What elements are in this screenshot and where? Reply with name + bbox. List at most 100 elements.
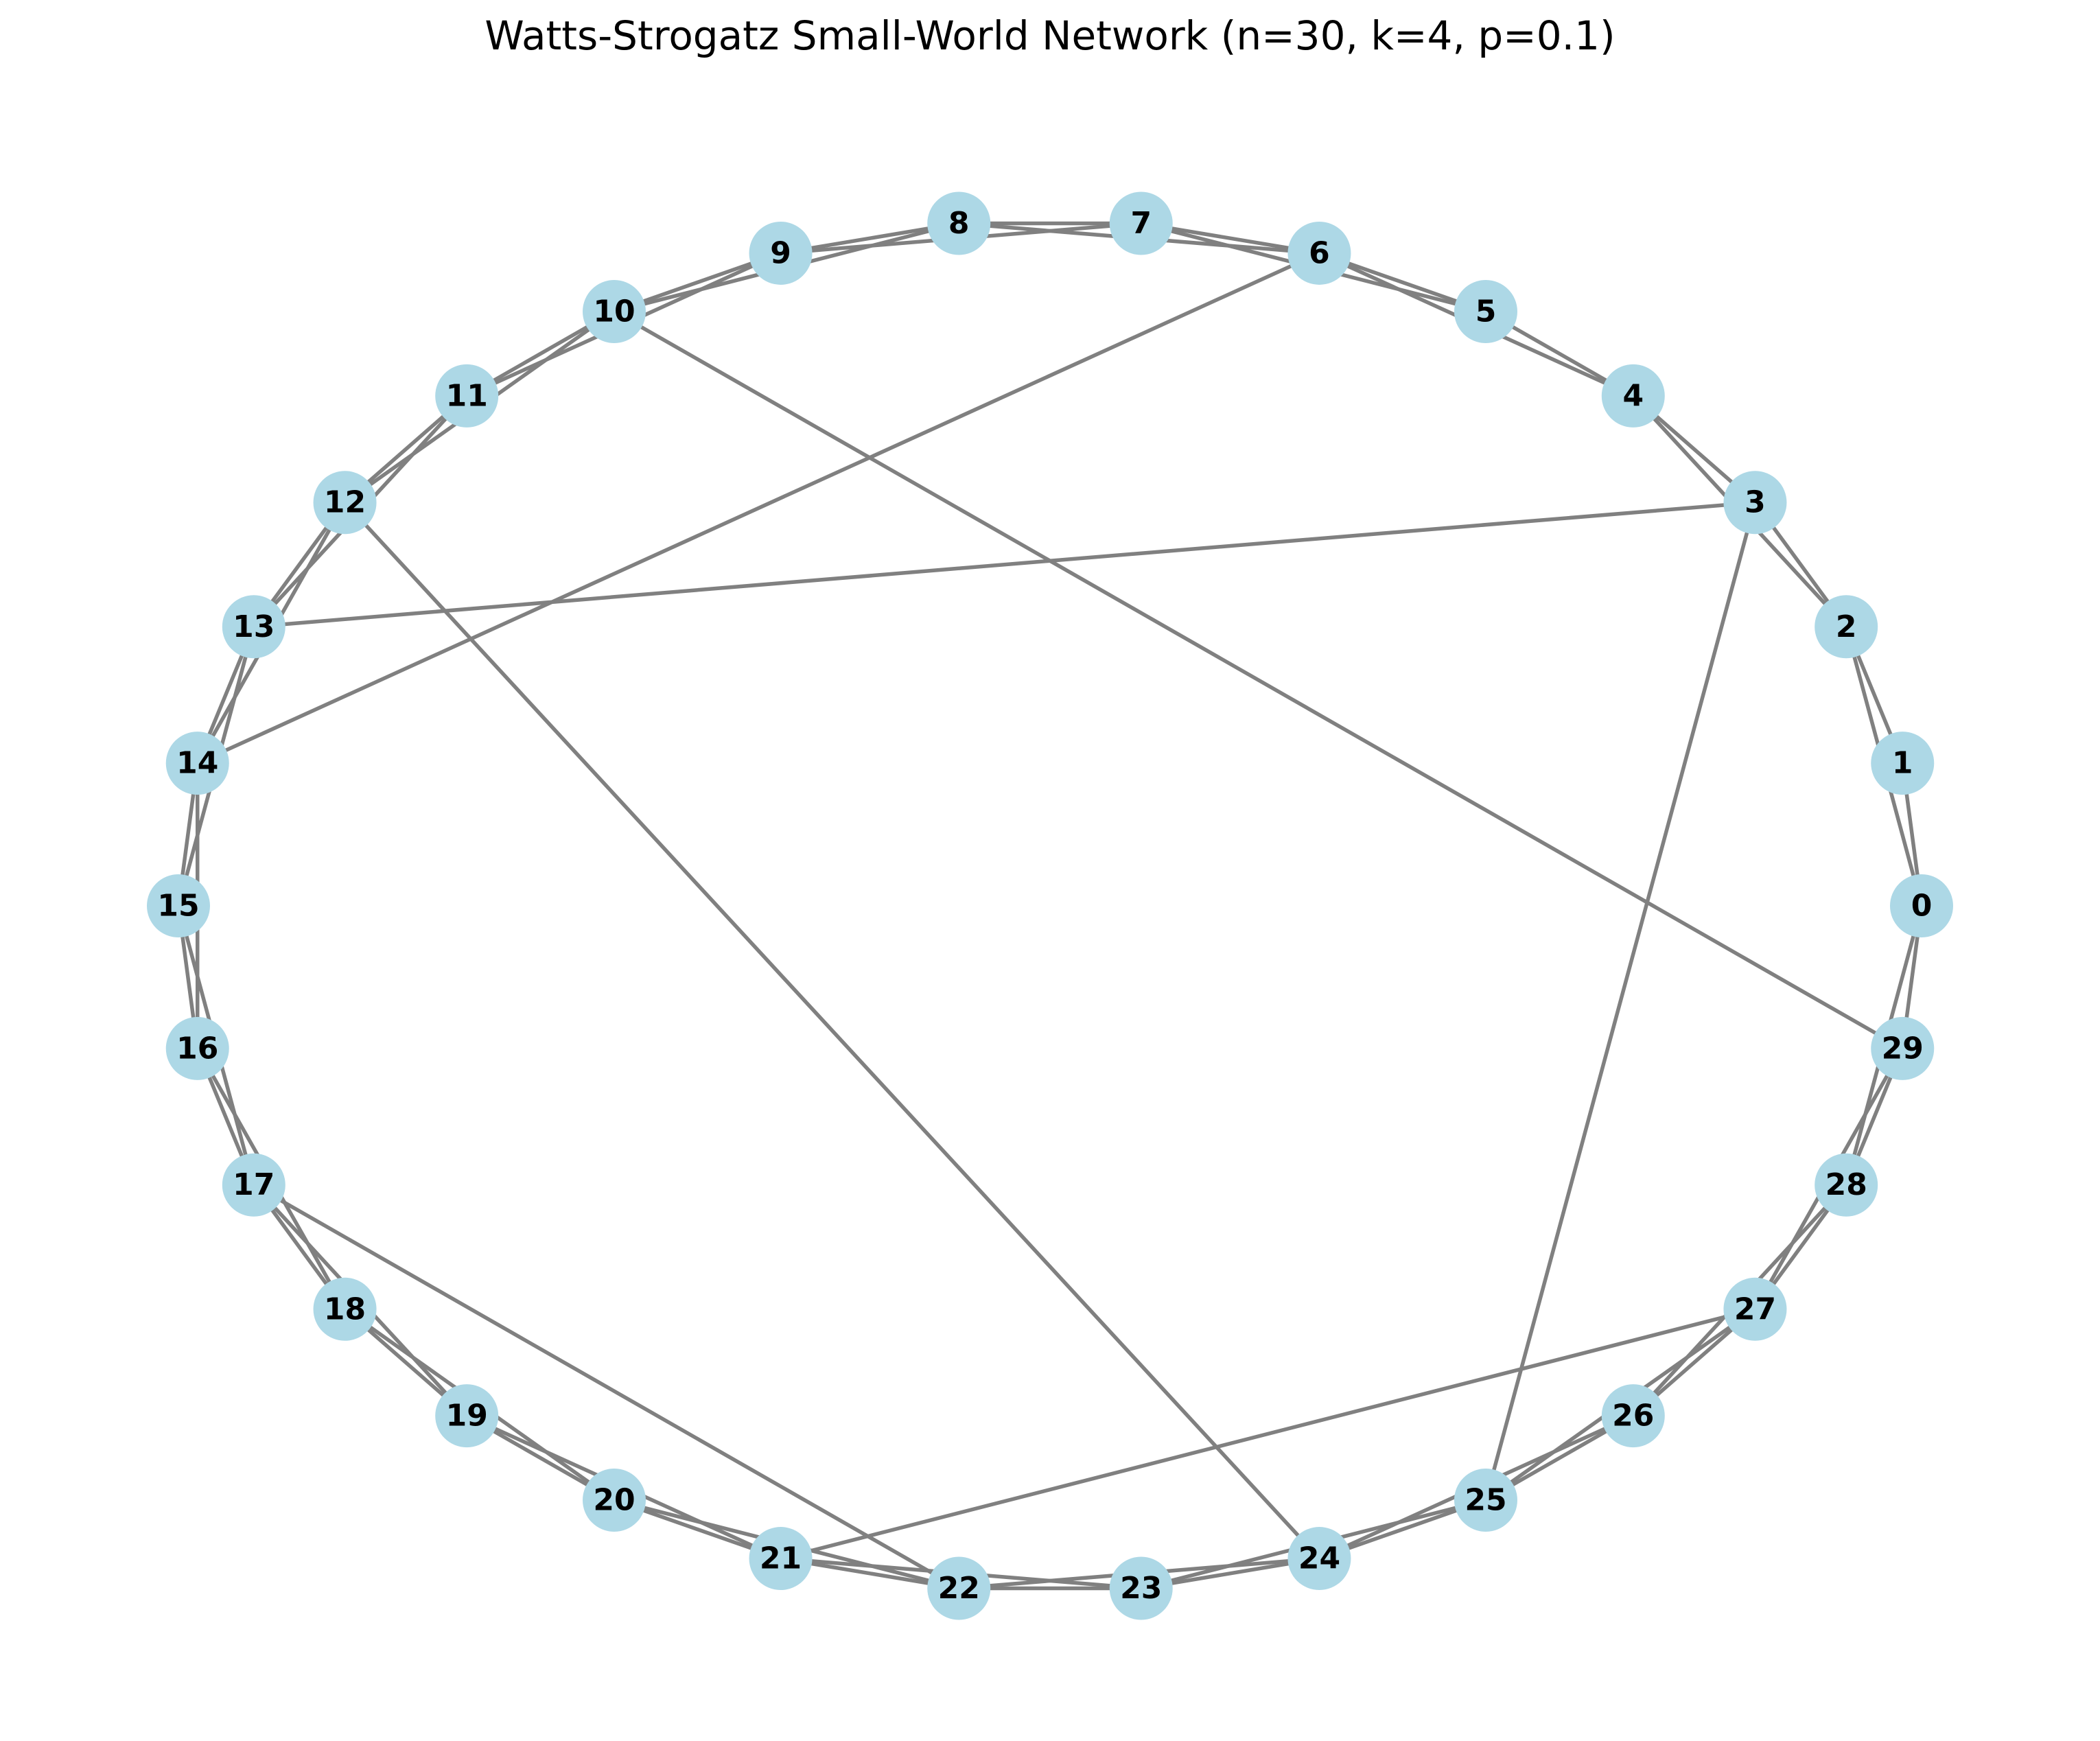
node-18: 18 — [313, 1277, 377, 1341]
node-label: 7 — [1130, 206, 1152, 241]
chart-title: Watts-Strogatz Small-World Network (n=30… — [485, 12, 1615, 59]
node-circle — [749, 1527, 813, 1591]
node-circle — [1287, 221, 1351, 285]
node-circle — [1454, 1469, 1517, 1532]
node-label: 28 — [1825, 1167, 1867, 1202]
edge-3-13 — [252, 500, 1758, 629]
node-7: 7 — [1109, 191, 1173, 255]
node-2: 2 — [1815, 595, 1878, 659]
node-circle — [583, 279, 646, 343]
node-label: 15 — [157, 889, 199, 924]
node-label: 14 — [176, 746, 218, 781]
edge-12-24 — [342, 500, 1322, 1561]
edge-17-22 — [252, 1182, 961, 1591]
node-4: 4 — [1601, 364, 1665, 428]
node-circle — [147, 874, 210, 937]
node-label: 4 — [1622, 378, 1644, 413]
node-label: 0 — [1911, 889, 1933, 924]
node-24: 24 — [1287, 1527, 1351, 1591]
node-14: 14 — [165, 732, 229, 795]
node-circle — [435, 1384, 499, 1448]
node-6: 6 — [1287, 221, 1351, 285]
edges-layer — [176, 221, 1924, 1591]
node-label: 18 — [324, 1292, 366, 1327]
node-circle — [1723, 1277, 1787, 1341]
node-circle — [1815, 1153, 1878, 1217]
node-label: 21 — [760, 1541, 802, 1576]
node-16: 16 — [165, 1016, 229, 1080]
node-12: 12 — [313, 471, 377, 535]
node-20: 20 — [583, 1469, 646, 1532]
node-9: 9 — [749, 221, 813, 285]
node-label: 27 — [1734, 1292, 1776, 1327]
node-27: 27 — [1723, 1277, 1787, 1341]
node-label: 10 — [593, 294, 635, 329]
node-label: 22 — [938, 1571, 980, 1606]
node-1: 1 — [1871, 732, 1935, 795]
node-circle — [165, 1016, 229, 1080]
node-circle — [1601, 364, 1665, 428]
node-8: 8 — [927, 191, 991, 255]
node-circle — [1109, 1556, 1173, 1620]
node-5: 5 — [1454, 279, 1517, 343]
node-circle — [1723, 471, 1787, 535]
node-label: 5 — [1475, 294, 1497, 329]
node-28: 28 — [1815, 1153, 1878, 1217]
node-circle — [313, 471, 377, 535]
node-29: 29 — [1871, 1016, 1935, 1080]
node-circle — [1287, 1527, 1351, 1591]
node-label: 11 — [446, 378, 488, 413]
node-circle — [927, 191, 991, 255]
node-17: 17 — [222, 1153, 285, 1217]
node-label: 26 — [1612, 1399, 1654, 1434]
node-circle — [1871, 1016, 1935, 1080]
node-22: 22 — [927, 1556, 991, 1620]
node-label: 9 — [770, 235, 791, 270]
node-circle — [313, 1277, 377, 1341]
node-15: 15 — [147, 874, 210, 937]
edge-6-14 — [196, 251, 1322, 765]
node-25: 25 — [1454, 1469, 1517, 1532]
node-label: 29 — [1882, 1031, 1924, 1066]
node-21: 21 — [749, 1527, 813, 1591]
edge-3-25 — [1484, 500, 1758, 1502]
node-circle — [1815, 595, 1878, 659]
node-circle — [222, 1153, 285, 1217]
node-circle — [583, 1469, 646, 1532]
node-26: 26 — [1601, 1384, 1665, 1448]
node-circle — [222, 595, 285, 659]
node-circle — [1871, 732, 1935, 795]
node-label: 6 — [1309, 235, 1330, 270]
node-circle — [749, 221, 813, 285]
node-3: 3 — [1723, 471, 1787, 535]
node-circle — [1109, 191, 1173, 255]
node-label: 16 — [176, 1031, 218, 1066]
node-10: 10 — [583, 279, 646, 343]
node-circle — [1890, 874, 1953, 937]
node-label: 13 — [233, 609, 275, 644]
node-circle — [435, 364, 499, 428]
node-circle — [927, 1556, 991, 1620]
node-0: 0 — [1890, 874, 1953, 937]
node-label: 1 — [1892, 746, 1913, 781]
node-circle — [165, 732, 229, 795]
node-circle — [1601, 1384, 1665, 1448]
edge-10-29 — [612, 309, 1904, 1051]
edge-21-27 — [778, 1307, 1758, 1561]
node-label: 3 — [1745, 485, 1766, 520]
node-11: 11 — [435, 364, 499, 428]
node-label: 17 — [233, 1167, 275, 1202]
node-label: 8 — [948, 206, 970, 241]
node-19: 19 — [435, 1384, 499, 1448]
node-23: 23 — [1109, 1556, 1173, 1620]
node-label: 24 — [1298, 1541, 1340, 1576]
node-label: 19 — [446, 1399, 488, 1434]
node-label: 23 — [1120, 1571, 1162, 1606]
node-label: 20 — [593, 1483, 635, 1518]
node-label: 25 — [1465, 1483, 1506, 1518]
node-label: 12 — [324, 485, 366, 520]
node-13: 13 — [222, 595, 285, 659]
node-circle — [1454, 279, 1517, 343]
